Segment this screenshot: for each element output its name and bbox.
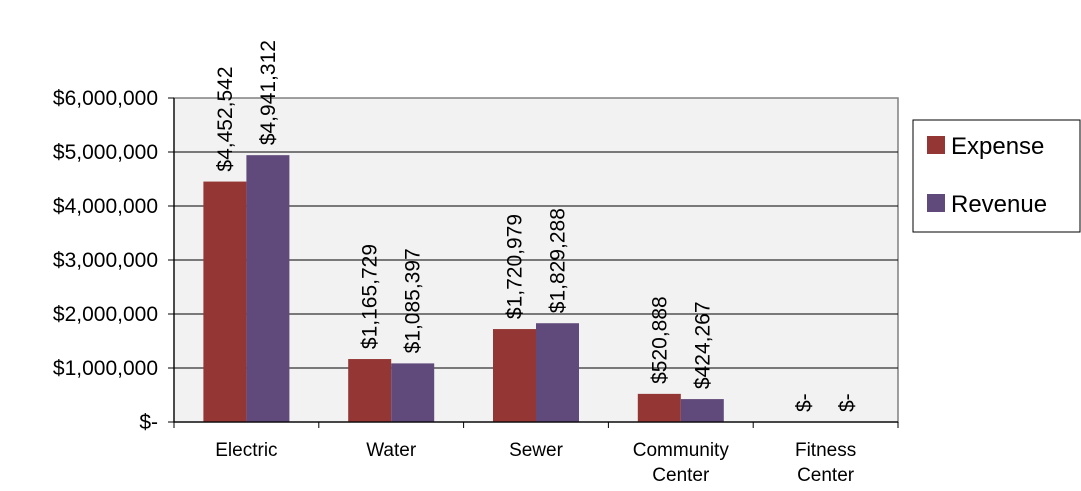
x-tick-label: Fitness — [795, 440, 856, 461]
bars — [203, 155, 724, 422]
bar-revenue — [246, 155, 290, 422]
y-tick-label: $4,000,000 — [53, 195, 158, 218]
x-axis-ticks: Electric Water Sewer Community Center Fitness… — [173, 422, 899, 486]
y-tick-label: $1,000,000 — [53, 357, 158, 380]
legend-label-expense: Expense — [951, 133, 1044, 160]
data-label: $1,829,288 — [547, 208, 570, 313]
data-label: $- — [836, 393, 859, 412]
bar-expense — [203, 181, 247, 422]
y-tick-label: $2,000,000 — [53, 303, 158, 326]
data-label: $1,165,729 — [359, 244, 382, 349]
y-tick-label: $6,000,000 — [53, 87, 158, 110]
bar-revenue — [391, 363, 435, 422]
y-tick-label: $5,000,000 — [53, 141, 158, 164]
x-tick-label: Center — [797, 465, 855, 486]
x-tick-label: Electric — [215, 440, 277, 461]
y-axis-ticks: $- $1,000,000 $2,000,000 $3,000,000 $4,000,0… — [53, 87, 174, 434]
x-tick-label: Sewer — [509, 440, 564, 461]
legend-label-revenue: Revenue — [951, 191, 1047, 218]
legend-swatch-revenue — [927, 194, 945, 212]
legend-swatch-expense — [927, 136, 945, 154]
data-label: $424,267 — [691, 301, 714, 389]
x-tick-label: Center — [652, 465, 710, 486]
x-tick-label: Community — [633, 440, 730, 461]
data-label: $1,720,979 — [504, 214, 527, 319]
grid-lines — [174, 151, 898, 369]
data-labels: $4,452,542 $4,941,312 $1,165,729 $1,085,397… — [214, 40, 859, 412]
y-tick-label: $3,000,000 — [53, 249, 158, 272]
bar-expense — [348, 359, 392, 422]
data-label: $- — [793, 393, 816, 412]
data-label: $520,888 — [648, 296, 671, 384]
data-label: $1,085,397 — [402, 248, 425, 353]
bar-revenue — [536, 323, 579, 422]
data-label: $4,941,312 — [257, 40, 280, 145]
y-tick-label: $- — [139, 411, 158, 434]
x-tick-label: Water — [366, 440, 417, 461]
data-label: $4,452,542 — [214, 66, 237, 171]
legend: Expense Revenue — [912, 119, 1081, 233]
bar-expense — [637, 393, 681, 422]
bar-expense — [493, 329, 536, 422]
bar-revenue — [680, 399, 724, 422]
